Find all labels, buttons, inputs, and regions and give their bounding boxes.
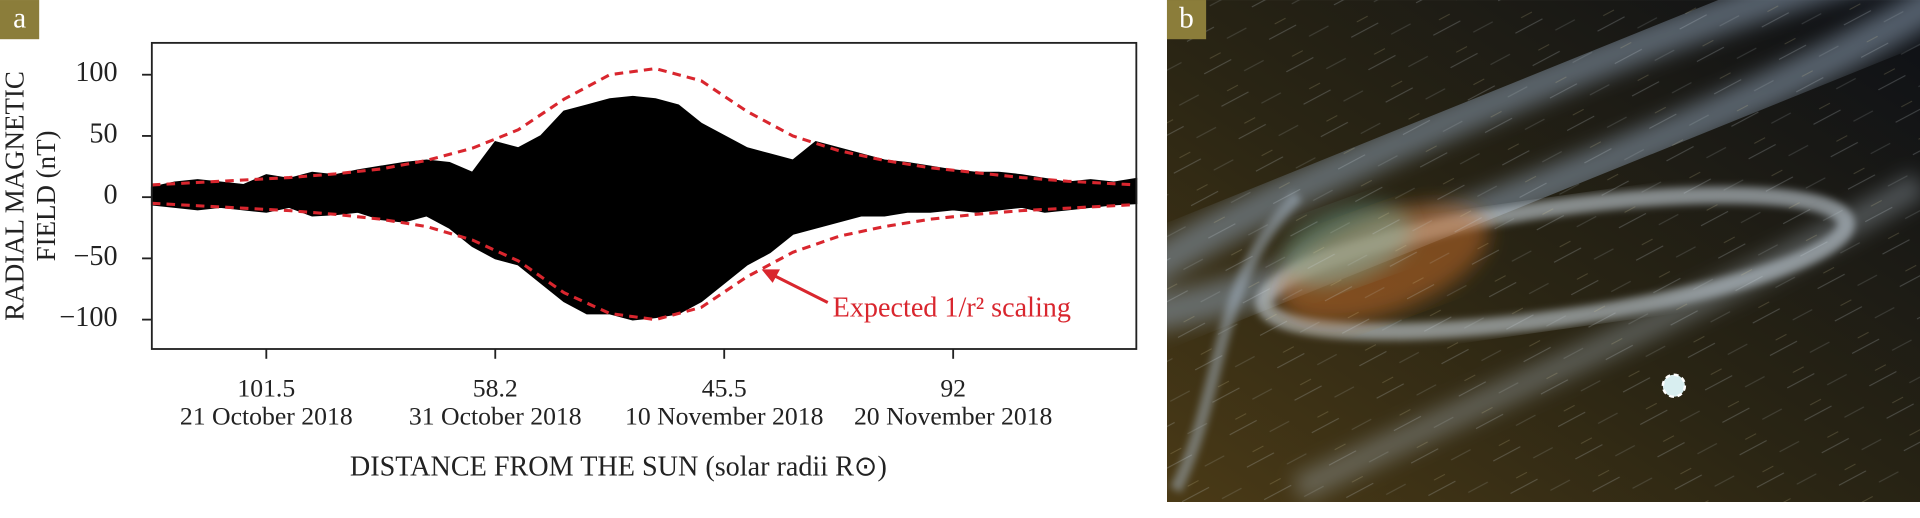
envelope-line <box>151 201 1137 322</box>
x-tick-label: 21 October 2018 <box>180 402 353 431</box>
y-tick-label: 0 <box>103 180 117 211</box>
panel-badge <box>1166 0 1207 40</box>
plot-frame <box>150 41 1138 350</box>
y-tick-label: −100 <box>59 302 117 333</box>
y-tick-label: −50 <box>74 241 118 272</box>
x-tick-label: 45.5 <box>702 374 747 403</box>
x-tick-label: 101.5 <box>237 374 295 403</box>
illustration <box>1166 0 1920 503</box>
y-tick-label: 50 <box>89 118 117 149</box>
panel-label: a <box>13 3 26 35</box>
annotation-arrow <box>770 272 829 304</box>
x-tick-label: 31 October 2018 <box>409 402 582 431</box>
envelope-line <box>151 67 1137 187</box>
x-tick-label: 10 November 2018 <box>625 402 823 431</box>
x-tick-label: 92 <box>940 374 966 403</box>
x-tick-label: 58.2 <box>473 374 518 403</box>
y-tick-label: 100 <box>75 57 117 88</box>
signal-area <box>150 95 1138 321</box>
panel-badge <box>0 0 40 40</box>
annotation-arrowhead <box>761 269 780 283</box>
x-tick-label: 20 November 2018 <box>854 402 1052 431</box>
panel-label: b <box>1179 3 1194 35</box>
x-axis-title: DISTANCE FROM THE SUN (solar radii R⊙) <box>350 451 887 482</box>
plot: −100 −50 0 50 100 101.521 October 2018 58.231 … <box>59 57 1138 431</box>
y-axis-title: FIELD (nT) <box>31 131 61 262</box>
y-axis-title: RADIAL MAGNETIC <box>0 71 29 321</box>
annotation: Expected 1/r² scaling <box>833 292 1071 323</box>
